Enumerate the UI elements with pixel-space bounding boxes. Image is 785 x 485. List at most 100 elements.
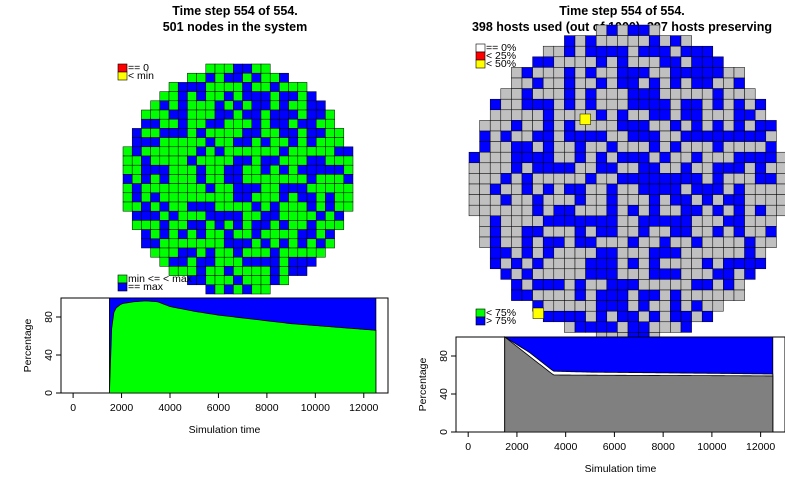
grid-cell (279, 247, 289, 258)
grid-cell (701, 226, 714, 238)
right-y-tick-label: 40 (438, 388, 450, 400)
grid-cell (648, 310, 661, 323)
grid-cell (670, 120, 682, 132)
grid-cell (279, 82, 289, 92)
grid-cell (260, 174, 271, 184)
grid-cell (196, 146, 207, 157)
grid-cell (260, 164, 271, 175)
grid-cell (606, 204, 618, 217)
grid-cell (659, 247, 671, 259)
grid-cell (744, 183, 756, 195)
grid-cell (606, 141, 618, 153)
grid-cell (479, 204, 491, 217)
grid-cell (617, 162, 629, 174)
grid-cell (223, 137, 234, 148)
grid-cell (595, 279, 608, 291)
grid-cell (187, 174, 197, 184)
grid-cell (648, 98, 661, 111)
grid-cell (595, 162, 608, 174)
grid-cell (595, 35, 608, 47)
grid-cell (532, 289, 544, 301)
grid-cell (205, 256, 216, 267)
grid-cell (765, 194, 777, 206)
grid-cell (754, 151, 767, 164)
grid-cell (627, 109, 639, 121)
grid-cell (627, 289, 639, 301)
grid-cell (500, 151, 512, 164)
grid-cell (334, 164, 345, 175)
grid-cell (606, 247, 618, 259)
grid-cell (159, 118, 170, 129)
grid-cell (723, 268, 735, 280)
grid-cell (723, 183, 735, 195)
grid-cell (288, 155, 299, 166)
grid-cell (659, 130, 671, 142)
grid-cell (733, 141, 745, 153)
grid-cell (659, 183, 671, 195)
grid-cell (242, 220, 253, 230)
grid-cell (627, 173, 639, 185)
grid-cell (468, 204, 480, 217)
grid-cell (279, 118, 289, 129)
grid-cell (670, 130, 682, 142)
grid-cell (177, 183, 188, 194)
grid-cell (638, 109, 650, 121)
grid-cell (122, 146, 133, 157)
grid-cell (701, 67, 714, 79)
grid-cell (279, 183, 289, 194)
grid-cell (553, 247, 565, 259)
grid-cell (141, 155, 151, 166)
grid-cell (297, 247, 308, 258)
grid-cell (659, 56, 671, 68)
grid-cell (638, 204, 650, 217)
grid-cell (315, 183, 326, 194)
grid-cell (150, 183, 161, 194)
grid-cell (542, 257, 555, 270)
right-x-tick-label: 4000 (554, 441, 578, 453)
grid-cell (279, 155, 289, 166)
grid-cell (680, 268, 692, 280)
grid-cell (242, 146, 253, 157)
grid-cell (733, 130, 745, 142)
grid-cell (288, 174, 299, 184)
grid-cell (744, 162, 756, 174)
grid-cell (574, 247, 586, 259)
grid-cell (306, 220, 317, 230)
grid-cell (659, 194, 671, 206)
grid-cell (479, 162, 491, 174)
grid-cell (288, 192, 299, 203)
grid-cell (141, 164, 151, 175)
grid-cell (648, 141, 661, 153)
grid-cell (680, 183, 692, 195)
grid-cell (196, 128, 207, 138)
grid-cell (670, 162, 682, 174)
grid-cell (141, 210, 151, 221)
grid-cell (297, 266, 308, 276)
grid-cell (150, 201, 161, 212)
grid-cell (680, 173, 692, 185)
grid-cell (269, 164, 280, 175)
grid-cell (521, 109, 533, 121)
grid-cell (242, 100, 253, 111)
grid-cell (187, 72, 197, 83)
grid-cell (511, 226, 523, 238)
grid-cell (168, 91, 179, 102)
grid-cell (638, 151, 650, 164)
grid-cell (733, 88, 745, 100)
grid-cell (177, 229, 188, 240)
grid-cell (617, 289, 629, 301)
grid-cell (638, 24, 650, 36)
grid-cell (595, 120, 608, 132)
grid-cell (542, 236, 555, 248)
grid-cell (754, 257, 767, 270)
grid-cell (776, 183, 785, 195)
grid-cell (306, 210, 317, 221)
grid-cell (744, 194, 756, 206)
grid-cell (251, 109, 262, 120)
grid-cell (223, 109, 234, 120)
right-legend-swatch-50 (475, 59, 486, 69)
grid-cell (638, 247, 650, 259)
grid-cell (754, 226, 767, 238)
grid-cell (733, 151, 745, 164)
